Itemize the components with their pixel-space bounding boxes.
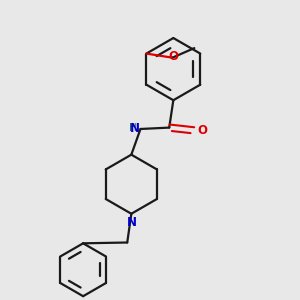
Text: N: N bbox=[127, 216, 137, 229]
Text: O: O bbox=[198, 124, 208, 137]
Text: O: O bbox=[169, 50, 178, 63]
Text: N: N bbox=[130, 122, 140, 136]
Text: H: H bbox=[129, 123, 137, 133]
